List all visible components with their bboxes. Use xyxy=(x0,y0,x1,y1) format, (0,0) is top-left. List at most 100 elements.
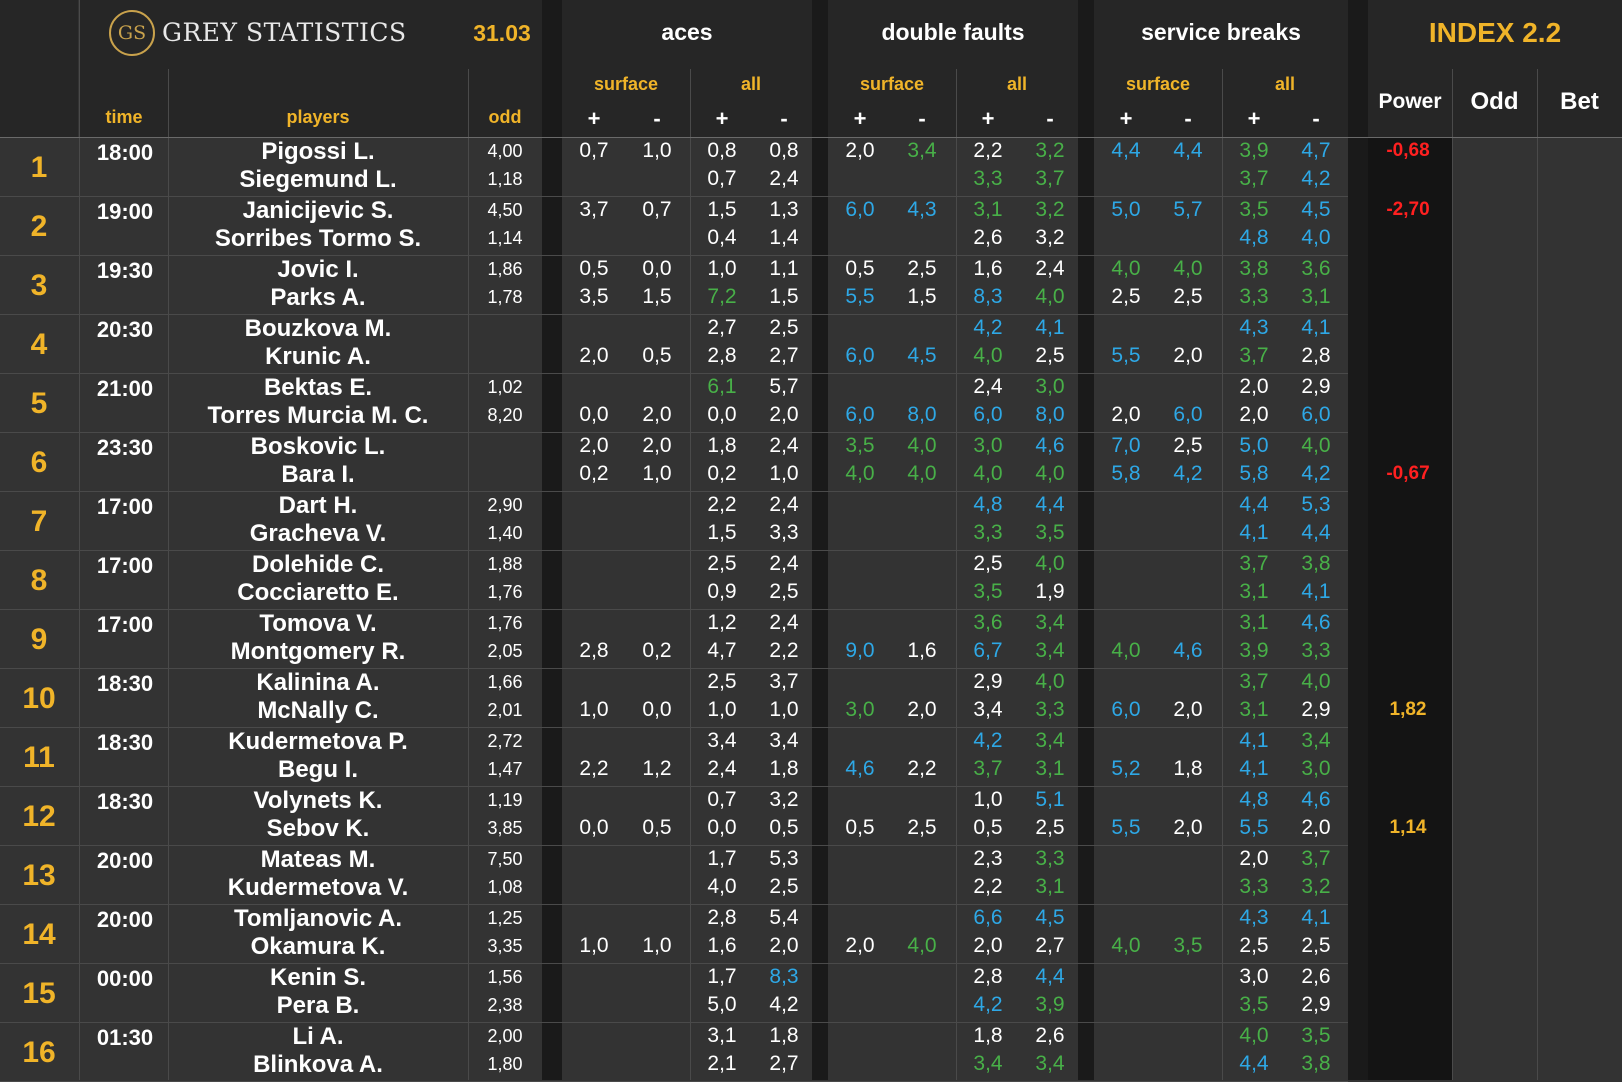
stat-value: 4,2 xyxy=(973,729,1003,752)
stat-value: 4,8 xyxy=(1239,226,1269,249)
service-breaks-header xyxy=(1094,0,1348,69)
stat-value: 1,0 xyxy=(579,698,609,721)
player-2-name: Siegemund L. xyxy=(239,166,397,193)
stat-value: 2,5 xyxy=(907,816,937,839)
stat-value: 5,0 xyxy=(1111,198,1141,221)
stat-value: 2,8 xyxy=(579,639,609,662)
stat-value: 2,4 xyxy=(769,611,799,634)
player-1-name: Volynets K. xyxy=(253,787,383,814)
stat-value: 5,3 xyxy=(1301,493,1331,516)
stat-value: 2,5 xyxy=(769,875,799,898)
stat-value: 2,0 xyxy=(845,934,875,957)
col-power: Power xyxy=(1378,90,1442,113)
grid-line xyxy=(168,69,169,1080)
row-divider xyxy=(0,373,1348,374)
player-1-odd: 1,19 xyxy=(487,790,523,810)
service-breaks-subheader xyxy=(1094,69,1348,137)
stat-value: 4,2 xyxy=(973,993,1003,1016)
player-1-name: Kudermetova P. xyxy=(228,728,408,755)
player-2-name: Bara I. xyxy=(281,461,355,488)
stat-value: 6,0 xyxy=(1301,403,1331,426)
player-2-name: Sorribes Tormo S. xyxy=(214,225,422,252)
stat-value: 2,0 xyxy=(1239,403,1269,426)
stat-value: 4,0 xyxy=(707,875,737,898)
stat-value: 2,7 xyxy=(769,1052,799,1075)
stat-value: 3,7 xyxy=(769,670,799,693)
stat-value: 2,8 xyxy=(973,965,1003,988)
match-number: 4 xyxy=(30,327,48,361)
match-number: 9 xyxy=(30,622,48,656)
stat-value: 2,5 xyxy=(1239,934,1269,957)
stat-value: 0,5 xyxy=(973,816,1003,839)
aces-header xyxy=(562,0,812,69)
match-number: 5 xyxy=(30,386,48,420)
row-divider xyxy=(0,904,1348,905)
stat-value: 0,8 xyxy=(769,139,799,162)
stat-value: 4,6 xyxy=(845,757,875,780)
columns-header xyxy=(80,69,542,137)
col-bet: Bet xyxy=(1560,88,1599,115)
match-number: 15 xyxy=(22,976,56,1010)
stat-value: 3,1 xyxy=(1239,580,1269,603)
player-1-odd: 7,50 xyxy=(487,849,523,869)
stat-value: 0,2 xyxy=(642,639,672,662)
brand-name: GREY STATISTICS xyxy=(162,18,407,47)
row-divider xyxy=(0,786,1348,787)
stat-value: 5,3 xyxy=(769,847,799,870)
match-row: 9 17:00 Tomova V. Montgomery R. 1,76 2,05 1,2 2… xyxy=(0,610,1622,669)
col-time: time xyxy=(105,107,143,127)
stat-value: 1,5 xyxy=(707,521,737,544)
stat-value: 2,5 xyxy=(1173,285,1203,308)
stat-value: 0,5 xyxy=(642,344,672,367)
match-time: 20:30 xyxy=(96,317,154,342)
player-2-name: Sebov K. xyxy=(266,815,370,842)
match-time: 18:30 xyxy=(96,730,154,755)
stat-value: 0,9 xyxy=(707,580,737,603)
stat-value: 1,5 xyxy=(769,285,799,308)
stat-value: 0,2 xyxy=(579,462,609,485)
stat-value: 3,3 xyxy=(1301,639,1331,662)
stat-value: 4,0 xyxy=(1111,639,1141,662)
power-value: 1,14 xyxy=(1389,817,1427,838)
row-divider xyxy=(0,668,1348,669)
player-1-odd: 2,72 xyxy=(487,731,523,751)
match-row: 8 17:00 Dolehide C. Cocciaretto E. 1,88 1,76 2… xyxy=(0,551,1622,610)
match-number: 2 xyxy=(30,209,48,243)
stat-value: 3,1 xyxy=(1035,757,1065,780)
stat-value: 4,1 xyxy=(1035,316,1065,339)
stat-value: 2,5 xyxy=(707,670,737,693)
stat-value: 3,3 xyxy=(769,521,799,544)
match-number: 3 xyxy=(30,268,48,302)
stat-value: 4,1 xyxy=(1301,906,1331,929)
stat-value: 2,9 xyxy=(1301,698,1331,721)
stat-value: 3,4 xyxy=(1035,1052,1065,1075)
player-1-odd: 2,90 xyxy=(487,495,523,515)
stat-value: 4,8 xyxy=(1239,788,1269,811)
match-row: 4 20:30 Bouzkova M. Krunic A. 2,7 2,5 4,2 4,1 4,… xyxy=(0,315,1622,374)
match-number: 14 xyxy=(22,917,56,951)
minus-label: - xyxy=(1312,106,1320,131)
player-1-name: Dolehide C. xyxy=(251,551,384,578)
stat-value: 3,4 xyxy=(1035,729,1065,752)
stat-value: 7,0 xyxy=(1111,434,1141,457)
stat-value: 1,6 xyxy=(907,639,937,662)
player-2-name: Krunic A. xyxy=(265,343,371,370)
date-label: 31.03 xyxy=(473,20,531,46)
stat-value: 5,1 xyxy=(1035,788,1065,811)
stat-value: 4,0 xyxy=(1301,226,1331,249)
stat-value: 2,5 xyxy=(1035,344,1065,367)
match-number: 7 xyxy=(30,504,48,538)
stat-value: 3,0 xyxy=(845,698,875,721)
match-time: 20:00 xyxy=(96,848,154,873)
stat-value: 6,0 xyxy=(845,344,875,367)
match-row: 12 18:30 Volynets K. Sebov K. 1,19 3,85 0,7 3,2… xyxy=(0,787,1622,846)
stat-value: 1,3 xyxy=(769,198,799,221)
stat-value: 2,6 xyxy=(1301,965,1331,988)
stat-value: 2,5 xyxy=(1035,816,1065,839)
player-2-odd: 1,80 xyxy=(487,1054,523,1074)
grid-line xyxy=(956,69,957,1080)
stat-value: 2,0 xyxy=(769,934,799,957)
player-1-name: Tomova V. xyxy=(259,610,377,637)
player-2-name: McNally C. xyxy=(257,697,379,724)
stat-value: 4,6 xyxy=(1173,639,1203,662)
